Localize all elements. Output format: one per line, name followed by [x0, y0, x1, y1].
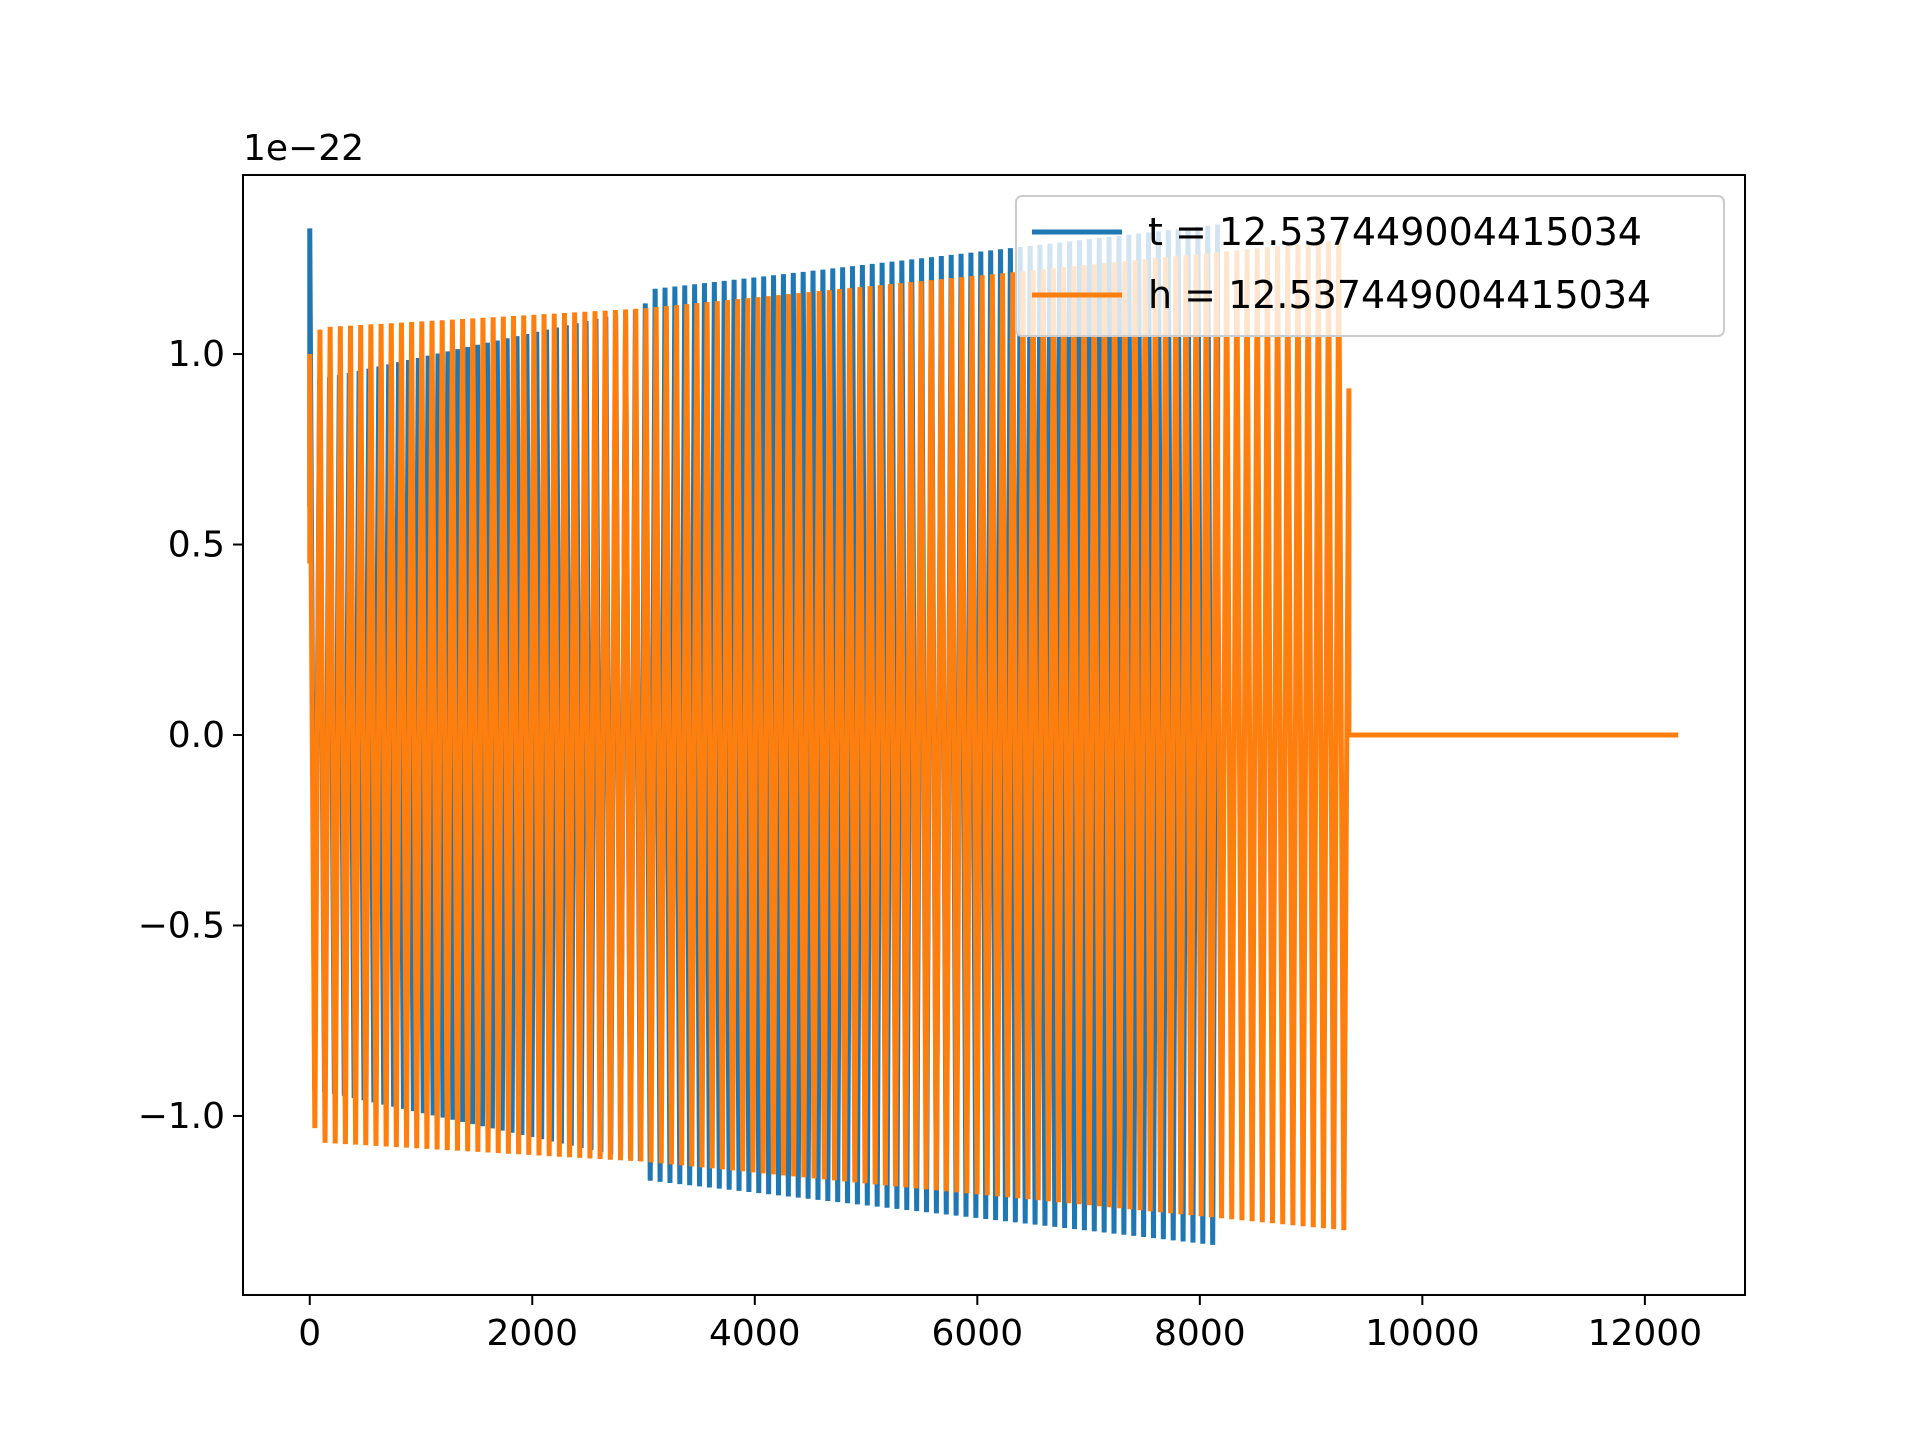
legend-box	[1015, 195, 1725, 337]
x-axis: 0 2000 4000 6000 8000 10000 12000	[298, 1295, 1702, 1354]
y-tick-label: −0.5	[138, 905, 225, 946]
x-tick-label: 10000	[1365, 1313, 1480, 1354]
y-tick-label: 1.0	[168, 334, 225, 375]
x-tick-label: 8000	[1154, 1313, 1246, 1354]
legend-label-t: t = 12.537449004415034	[1148, 210, 1642, 254]
y-axis: −1.0 −0.5 0.0 0.5 1.0	[138, 334, 243, 1137]
y-tick-label: 0.5	[168, 525, 225, 566]
x-tick-label: 2000	[486, 1313, 578, 1354]
legend: t = 12.537449004415034 h = 12.5374490044…	[1015, 195, 1725, 337]
x-tick-label: 4000	[709, 1313, 801, 1354]
x-tick-label: 12000	[1588, 1313, 1703, 1354]
legend-label-h: h = 12.537449004415034	[1148, 273, 1651, 317]
y-offset-label: 1e−22	[243, 128, 364, 169]
series-line-1	[307, 240, 1679, 1231]
y-tick-label: 0.0	[168, 715, 225, 756]
y-tick-label: −1.0	[138, 1096, 225, 1137]
x-tick-label: 0	[298, 1313, 321, 1354]
x-tick-label: 6000	[931, 1313, 1023, 1354]
